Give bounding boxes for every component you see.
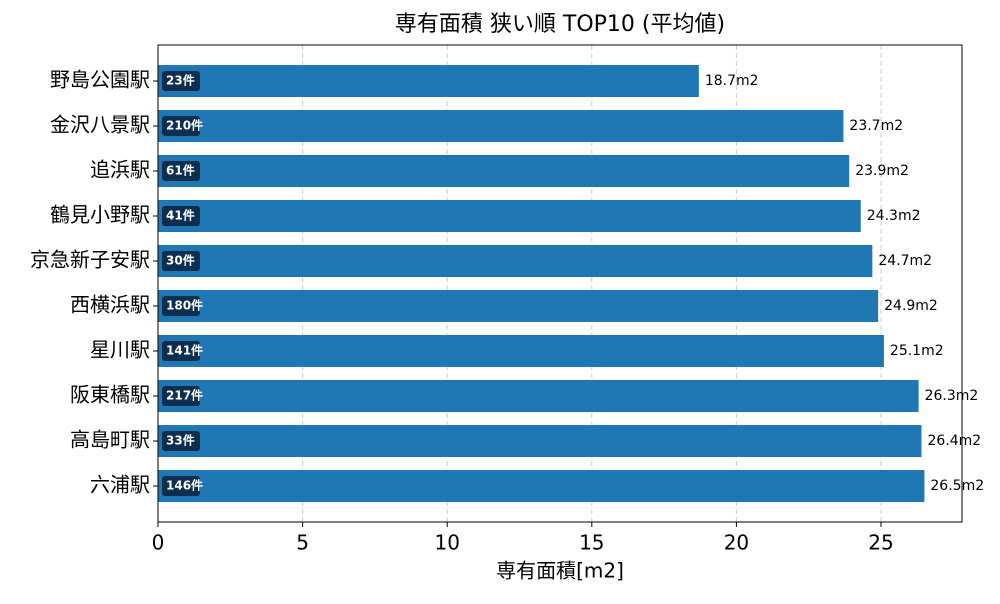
count-label: 61件 xyxy=(166,163,195,178)
plot-frame xyxy=(157,44,963,523)
count-label: 30件 xyxy=(166,253,195,268)
y-tick-label: 高島町駅 xyxy=(70,428,150,452)
count-badge xyxy=(162,476,200,496)
count-label: 146件 xyxy=(166,478,203,493)
bar xyxy=(158,200,861,232)
y-tick-label: 京急新子安駅 xyxy=(30,248,150,272)
x-tick-label: 15 xyxy=(579,531,604,555)
y-tick-label: 六浦駅 xyxy=(90,473,150,497)
count-label: 23件 xyxy=(166,73,195,88)
count-badge xyxy=(162,341,200,361)
y-tick-label: 星川駅 xyxy=(90,338,150,362)
x-tick-label: 5 xyxy=(296,531,309,555)
value-label: 23.9m2 xyxy=(855,163,909,179)
y-tick-label: 追浜駅 xyxy=(90,158,150,182)
count-label: 41件 xyxy=(166,208,195,223)
value-label: 26.5m2 xyxy=(930,478,984,494)
value-label: 26.3m2 xyxy=(925,388,979,404)
x-tick-label: 25 xyxy=(868,531,893,555)
y-tick-label: 金沢八景駅 xyxy=(50,113,150,137)
value-label: 18.7m2 xyxy=(705,73,759,89)
x-tick-label: 0 xyxy=(152,531,165,555)
bar xyxy=(158,110,844,142)
bar xyxy=(158,245,873,277)
count-badge xyxy=(162,116,200,136)
bar xyxy=(158,470,925,502)
value-label: 26.4m2 xyxy=(928,433,982,449)
bar xyxy=(158,290,879,322)
y-tick-label: 鶴見小野駅 xyxy=(50,203,150,227)
x-tick-label: 20 xyxy=(724,531,749,555)
count-badge xyxy=(162,71,200,91)
chart-title: 専有面積 狭い順 TOP10 (平均値) xyxy=(395,12,725,37)
count-label: 217件 xyxy=(166,388,203,403)
x-tick-label: 10 xyxy=(434,531,459,555)
y-tick-label: 西横浜駅 xyxy=(70,293,150,317)
value-label: 24.9m2 xyxy=(884,298,938,314)
bar xyxy=(158,335,884,367)
bar xyxy=(158,425,922,457)
x-axis-label: 専有面積[m2] xyxy=(496,559,624,583)
count-badge xyxy=(162,206,200,226)
count-label: 33件 xyxy=(166,433,195,448)
y-tick-label: 阪東橋駅 xyxy=(70,383,150,407)
bar xyxy=(158,65,699,97)
y-tick-label: 野島公園駅 xyxy=(50,68,150,92)
count-label: 180件 xyxy=(166,298,203,313)
count-label: 141件 xyxy=(166,343,203,358)
count-label: 210件 xyxy=(166,118,203,133)
bar xyxy=(158,380,919,412)
bar xyxy=(158,155,850,187)
value-label: 24.7m2 xyxy=(878,253,932,269)
value-label: 23.7m2 xyxy=(849,118,903,134)
count-badge xyxy=(162,251,200,271)
value-label: 24.3m2 xyxy=(867,208,921,224)
count-badge xyxy=(162,161,200,181)
count-badge xyxy=(162,386,200,406)
count-badge xyxy=(162,296,200,316)
value-label: 25.1m2 xyxy=(890,343,944,359)
count-badge xyxy=(162,431,200,451)
